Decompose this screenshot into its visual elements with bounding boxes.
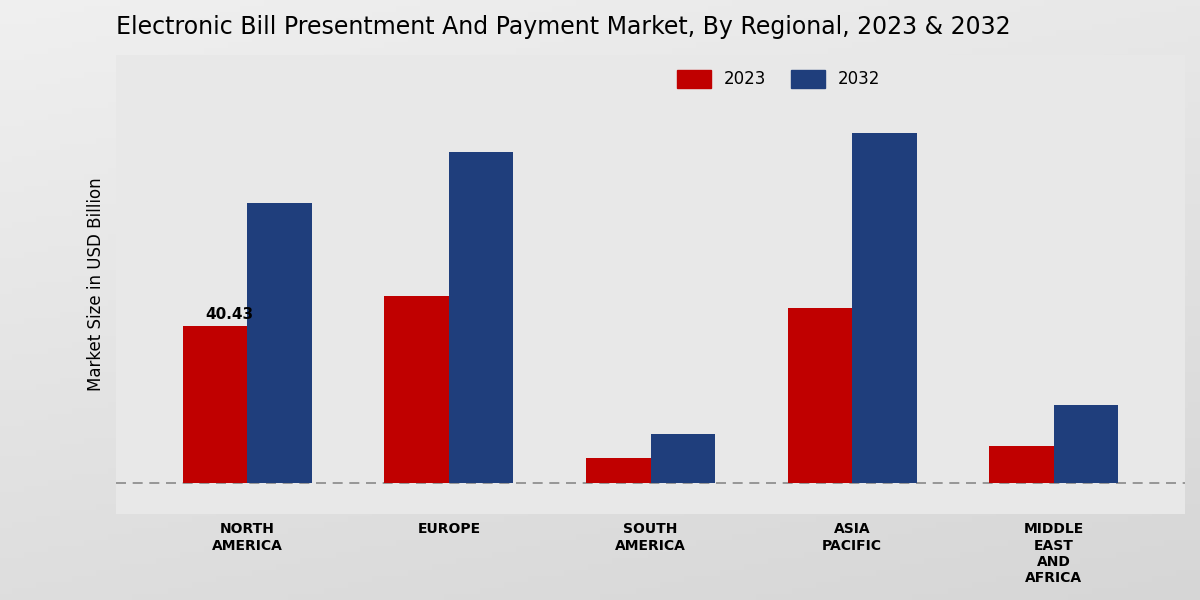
Text: Electronic Bill Presentment And Payment Market, By Regional, 2023 & 2032: Electronic Bill Presentment And Payment … bbox=[116, 15, 1010, 39]
Bar bbox=[989, 446, 1054, 483]
Bar bbox=[586, 458, 650, 483]
Bar bbox=[650, 434, 715, 483]
Legend: 2023, 2032: 2023, 2032 bbox=[671, 63, 887, 95]
Bar bbox=[384, 296, 449, 483]
Bar bbox=[787, 308, 852, 483]
Bar bbox=[1054, 405, 1118, 483]
Bar bbox=[182, 326, 247, 483]
Text: 40.43: 40.43 bbox=[205, 307, 253, 322]
Bar bbox=[449, 152, 514, 483]
Y-axis label: Market Size in USD Billion: Market Size in USD Billion bbox=[88, 178, 106, 391]
Bar bbox=[247, 203, 312, 483]
Bar bbox=[852, 133, 917, 483]
